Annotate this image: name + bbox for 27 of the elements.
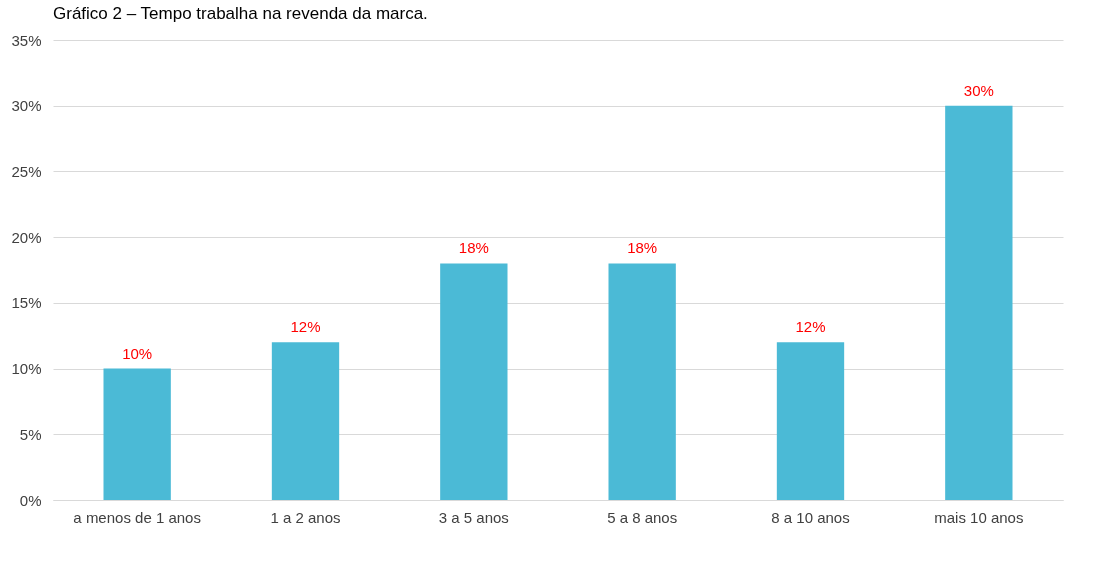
y-tick-label: 30% — [11, 97, 42, 115]
x-tick-label: 5 a 8 anos — [607, 508, 678, 526]
x-tick-label: 3 a 5 anos — [438, 508, 509, 526]
data-label: 12% — [795, 318, 826, 336]
y-tick-label: 0% — [19, 491, 42, 509]
y-tick-label: 25% — [11, 162, 42, 180]
data-label: 12% — [290, 318, 321, 336]
bar — [440, 263, 508, 500]
x-tick-label: 8 a 10 anos — [771, 508, 850, 526]
bar — [776, 342, 845, 500]
data-label: 10% — [122, 344, 153, 362]
y-tick-label: 20% — [11, 228, 42, 246]
bar — [271, 342, 340, 500]
y-tick-label: 35% — [11, 31, 42, 49]
bar — [103, 368, 171, 500]
bar — [945, 105, 1013, 500]
chart-title: Gráfico 2 – Tempo trabalha na revenda da marca. — [53, 4, 428, 23]
x-tick-label: a menos de 1 anos — [73, 508, 201, 526]
y-tick-label: 10% — [11, 360, 42, 378]
bar — [608, 263, 676, 500]
data-label: 18% — [627, 239, 658, 257]
data-label: 30% — [963, 81, 994, 99]
x-tick-label: 1 a 2 anos — [270, 508, 341, 526]
y-tick-label: 5% — [19, 425, 42, 443]
x-tick-label: mais 10 anos — [934, 508, 1024, 526]
y-tick-label: 15% — [11, 294, 42, 312]
data-label: 18% — [458, 239, 489, 257]
